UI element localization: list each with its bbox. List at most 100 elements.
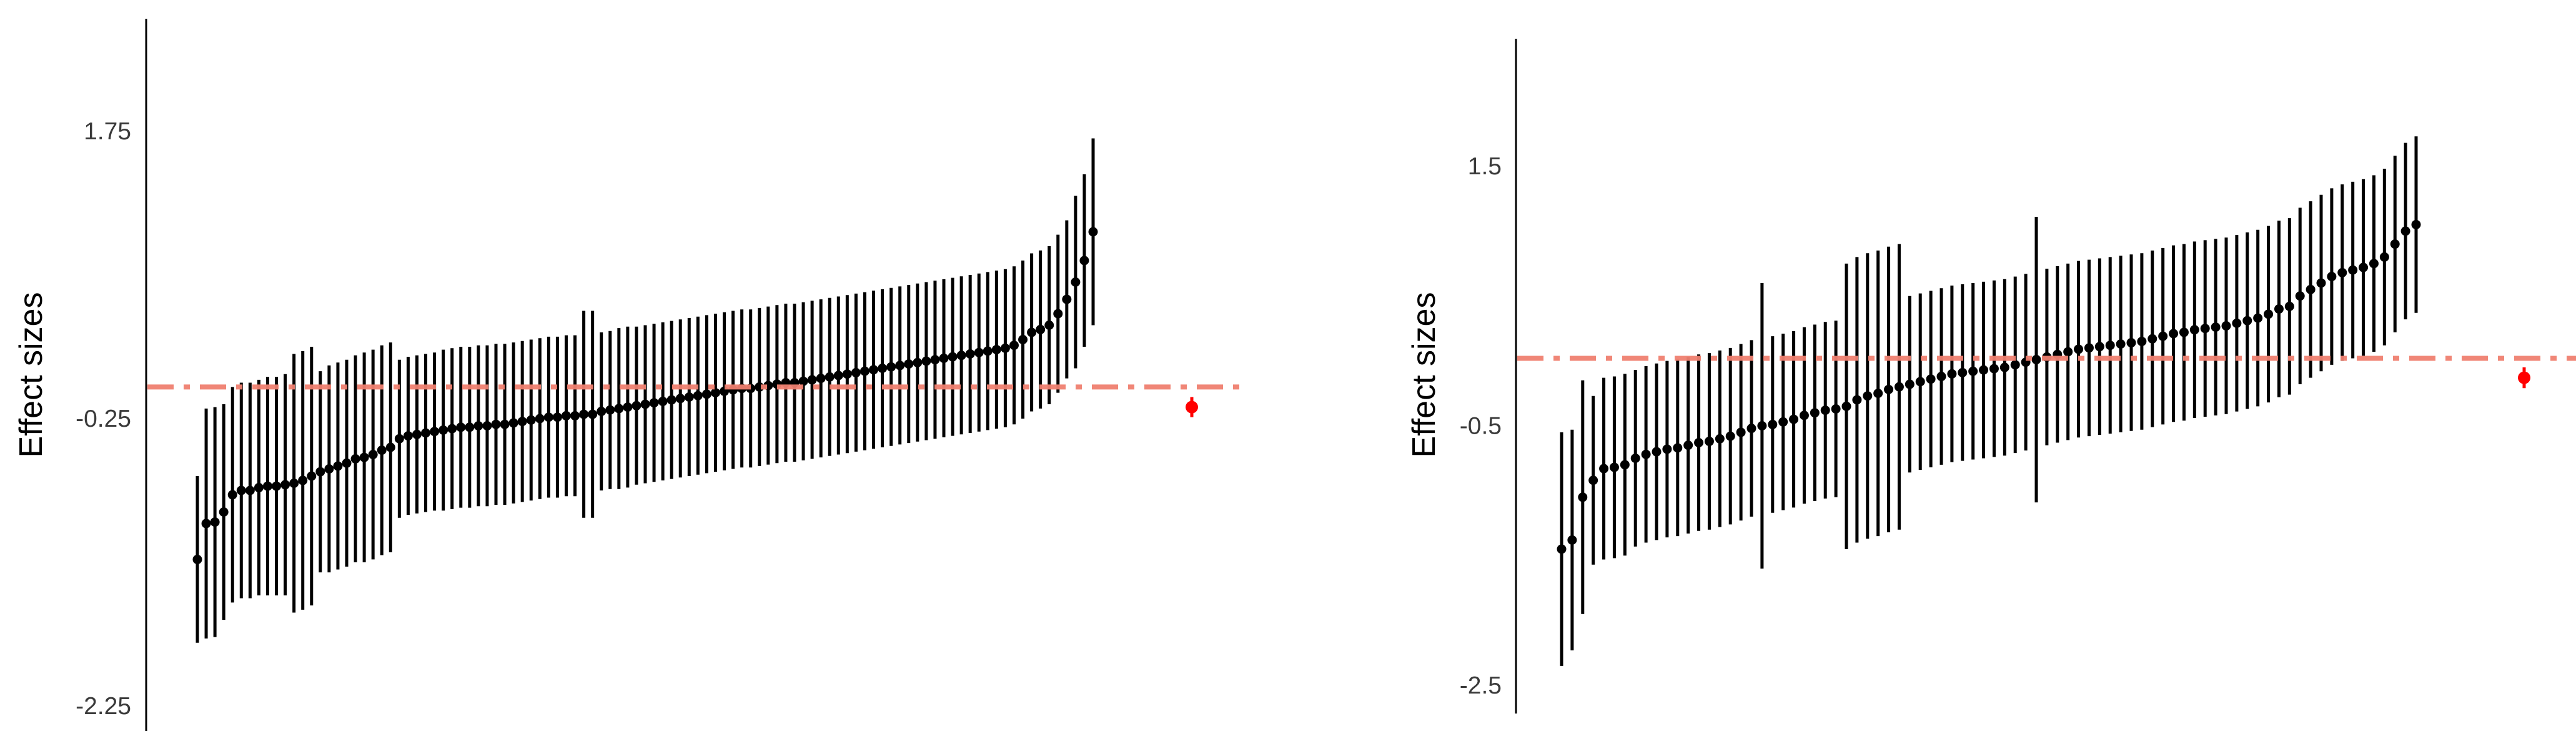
study-point [1999,362,2009,372]
study-point [640,399,650,409]
study-point [2264,309,2274,319]
study-point [983,346,993,356]
study-point [1863,391,1873,401]
study-point [878,364,888,373]
study-point [1715,434,1725,444]
study-point [482,421,492,430]
study-point [412,429,422,439]
left-effect-size-panel: Effect sizes -2.25 -0.25 1.75 [13,19,1242,731]
study-point [1062,294,1072,304]
study-point [262,481,272,491]
study-point [825,372,835,382]
study-point [403,431,413,441]
study-point [192,554,202,564]
study-point [632,400,642,410]
study-point [2126,338,2136,348]
study-point [447,424,457,434]
pooled-estimate [1186,397,1198,417]
study-point [342,458,352,468]
y-axis-title: Effect sizes [13,292,49,458]
study-point [1000,343,1010,353]
study-point [2232,318,2242,328]
study-point [1588,475,1598,485]
study-point [2411,219,2421,229]
study-point [535,414,545,424]
study-estimates [1557,219,2421,554]
study-point [2137,336,2147,346]
study-point [350,454,360,464]
study-point [456,422,466,432]
pooled-point [1186,400,1198,414]
study-point [1958,367,1968,377]
study-point [2316,278,2326,288]
study-point [1926,374,1936,384]
study-point [579,409,589,419]
study-point [2221,321,2231,331]
y-tick-label: 1.5 [1468,153,1502,180]
study-point [2158,331,2168,341]
study-point [324,464,334,474]
study-point [1036,324,1046,334]
study-intervals [196,138,1095,643]
study-point [289,479,299,488]
study-point [2306,284,2316,294]
study-point [1027,327,1037,337]
study-point [1683,440,1693,450]
study-point [1799,410,1809,420]
study-point [913,357,923,367]
study-point [666,395,676,405]
study-point [1044,321,1054,330]
study-point [236,485,246,495]
y-tick-label: -0.5 [1460,413,1502,440]
study-point [1620,460,1630,470]
study-point [1968,366,1978,376]
study-point [254,482,264,492]
study-point [298,475,308,485]
study-point [280,480,290,490]
study-point [649,398,659,408]
y-tick-label: -0.25 [76,405,131,432]
study-point [1873,389,1883,399]
study-point [904,359,914,369]
study-point [2284,301,2294,311]
study-point [921,356,931,366]
study-point [1768,419,1778,429]
study-point [974,347,984,357]
y-tick-label: -2.25 [76,693,131,720]
study-point [1609,462,1619,472]
study-point [1736,427,1746,437]
study-point [561,410,571,420]
study-point [1852,395,1862,405]
study-point [1820,405,1830,415]
study-point [1810,408,1820,418]
study-point [1599,464,1609,474]
study-point [1831,404,1841,414]
study-point [272,481,282,491]
study-point [245,485,255,495]
study-point [1673,443,1683,453]
study-point [2211,322,2221,332]
study-point [588,409,598,419]
study-point [869,365,879,375]
study-point [614,404,624,414]
study-point [1746,424,1756,434]
study-point [491,419,501,429]
study-point [570,410,580,420]
study-point [2327,272,2337,282]
right-effect-size-panel: Effect sizes -2.5 -0.5 1.5 [1406,39,2576,714]
study-point [385,442,395,452]
study-point [2063,347,2073,357]
study-point [2031,355,2041,365]
study-point [1936,372,1946,382]
study-point [210,517,220,527]
study-point [2369,259,2379,269]
study-point [701,389,711,399]
study-point [473,421,483,430]
study-point [2359,262,2369,272]
study-point [1578,492,1588,502]
study-point [219,507,229,517]
study-point [1894,382,1904,392]
study-point [1979,365,1989,375]
study-point [1989,364,1999,374]
study-point [2274,304,2284,314]
